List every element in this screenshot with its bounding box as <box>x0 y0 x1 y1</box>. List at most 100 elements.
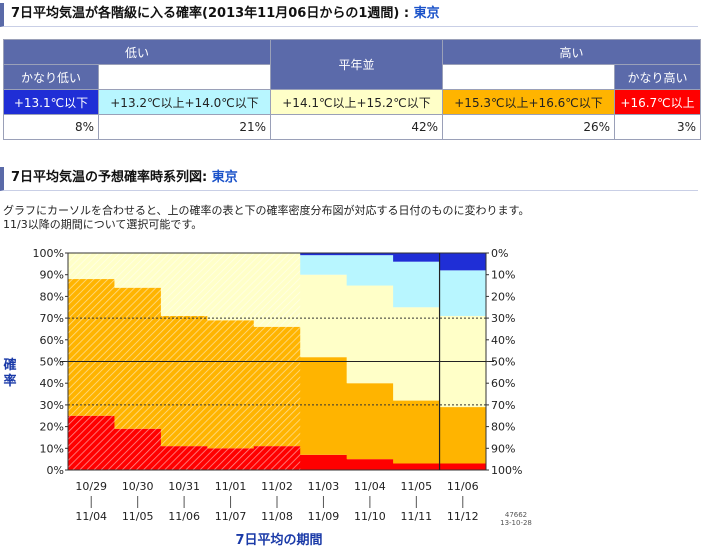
y-tick-label-right: 50% <box>491 356 515 369</box>
observed-hatch <box>253 253 301 327</box>
percent-low: 21% <box>97 114 272 140</box>
y-tick-label-right: 20% <box>491 290 515 303</box>
area-segment <box>346 255 394 286</box>
group-header-low: 低い <box>2 39 272 65</box>
y-tick-label-left: 0% <box>47 464 64 477</box>
area-segment <box>300 255 348 275</box>
sub-header-very-high: かなり高い <box>614 64 702 90</box>
group-header-high: 高い <box>442 39 702 65</box>
y-tick-label-left: 80% <box>40 290 64 303</box>
x-label-end: 11/11 <box>400 510 432 523</box>
area-segment <box>300 253 348 256</box>
observed-hatch <box>207 320 255 449</box>
x-label-start: 10/31 <box>168 480 200 493</box>
observed-hatch <box>114 287 162 429</box>
x-axis-title: 7日平均の期間 <box>235 532 322 548</box>
observed-hatch <box>160 446 208 470</box>
area-segment <box>346 459 394 470</box>
y-tick-label-right: 60% <box>491 377 515 390</box>
observed-hatch <box>68 415 115 470</box>
area-segment <box>439 270 486 316</box>
y-tick-label-left: 60% <box>40 334 64 347</box>
percent-very-low: 8% <box>3 114 99 140</box>
observed-hatch <box>207 253 255 321</box>
class-low: +13.2℃以上+14.0℃以下 <box>97 89 272 115</box>
sub-header-blank <box>98 64 272 90</box>
y-axis-label: 率 <box>3 373 16 389</box>
area-segment <box>346 253 394 256</box>
y-tick-label-right: 70% <box>491 399 515 412</box>
y-tick-label-left: 20% <box>40 421 64 434</box>
class-high: +15.3℃以上+16.6℃以下 <box>442 89 616 115</box>
area-segment <box>439 463 486 470</box>
y-tick-label-left: 10% <box>40 442 64 455</box>
x-label-start: 11/02 <box>261 480 293 493</box>
y-tick-label-left: 40% <box>40 377 64 390</box>
y-tick-label-right: 40% <box>491 334 515 347</box>
percent-high: 26% <box>442 114 616 140</box>
area-segment <box>300 274 348 358</box>
observed-hatch <box>207 448 255 470</box>
x-label-start: 11/01 <box>215 480 247 493</box>
chart-stamp: 47662 <box>505 511 527 519</box>
x-label-end: 11/10 <box>354 510 386 523</box>
group-header-normal: 平年並 <box>270 39 444 90</box>
area-segment <box>346 285 394 384</box>
y-tick-label-right: 100% <box>491 464 522 477</box>
y-tick-label-left: 100% <box>33 247 64 260</box>
area-segment <box>393 261 441 308</box>
x-label-end: 11/08 <box>261 510 293 523</box>
class-very-low: +13.1℃以下 <box>3 89 99 115</box>
probability-table-header: 7日平均気温が各階級に入る確率(2013年11月06日からの1週間) : 東京 <box>0 3 698 27</box>
chart-description: グラフにカーソルを合わせると、上の確率の表と下の確率密度分布図が対応する日付のも… <box>3 204 529 232</box>
area-segment <box>346 383 394 460</box>
observed-hatch <box>114 428 162 470</box>
area-segment <box>393 253 441 262</box>
city-name: 東京 <box>413 6 440 21</box>
observed-hatch <box>253 326 301 447</box>
y-tick-label-right: 30% <box>491 312 515 325</box>
observed-hatch <box>160 315 208 447</box>
x-label-end: 11/05 <box>122 510 154 523</box>
probability-timeseries-chart[interactable]: 0% 100% 10% 90% 20% 80% 30% 70% 40% 60% 50% 50% 60% 4… <box>0 238 704 549</box>
timeseries-title: 7日平均気温の予想確率時系列図: <box>11 170 208 185</box>
x-label-end: 11/04 <box>75 510 107 523</box>
percent-very-high: 3% <box>614 114 702 140</box>
y-tick-label-left: 70% <box>40 312 64 325</box>
class-very-high: +16.7℃以上 <box>614 89 702 115</box>
description-line: グラフにカーソルを合わせると、上の確率の表と下の確率密度分布図が対応する日付のも… <box>3 204 530 217</box>
y-tick-label-right: 0% <box>491 247 508 260</box>
area-segment <box>393 463 441 470</box>
city-name: 東京 <box>211 170 238 185</box>
x-label-start: 11/04 <box>354 480 386 493</box>
y-axis-label: 確 <box>3 357 16 373</box>
x-label-end: 11/09 <box>308 510 340 523</box>
timeseries-header: 7日平均気温の予想確率時系列図: 東京 <box>0 167 698 191</box>
plot-area <box>68 253 486 470</box>
observed-hatch <box>68 279 115 416</box>
percent-normal: 42% <box>270 114 444 140</box>
class-normal: +14.1℃以上+15.2℃以下 <box>270 89 444 115</box>
chart-stamp: 13-10-28 <box>500 519 532 527</box>
x-label-start: 11/03 <box>308 480 340 493</box>
probability-table-title: 7日平均気温が各階級に入る確率(2013年11月06日からの1週間) : <box>11 6 410 21</box>
y-tick-label-left: 30% <box>40 399 64 412</box>
area-segment <box>439 407 486 464</box>
sub-header-very-low: かなり低い <box>3 64 99 90</box>
description-line: 11/3以降の期間について選択可能です。 <box>3 218 203 231</box>
y-tick-label-left: 90% <box>40 269 64 282</box>
area-segment <box>393 400 441 464</box>
y-tick-label-left: 50% <box>40 356 64 369</box>
area-segment <box>300 454 348 470</box>
x-label-start: 11/06 <box>447 480 479 493</box>
probability-table: 低い 平年並 高い かなり低い かなり高い +13.1℃以下 +13.2℃以上+… <box>2 39 702 140</box>
area-segment <box>393 307 441 401</box>
x-label-end: 11/12 <box>447 510 479 523</box>
x-label-start: 10/29 <box>75 480 107 493</box>
area-segment <box>439 253 486 271</box>
x-label-start: 11/05 <box>400 480 432 493</box>
area-segment <box>300 357 348 455</box>
observed-hatch <box>114 253 162 288</box>
observed-hatch <box>160 253 208 316</box>
sub-header-blank <box>442 64 615 90</box>
